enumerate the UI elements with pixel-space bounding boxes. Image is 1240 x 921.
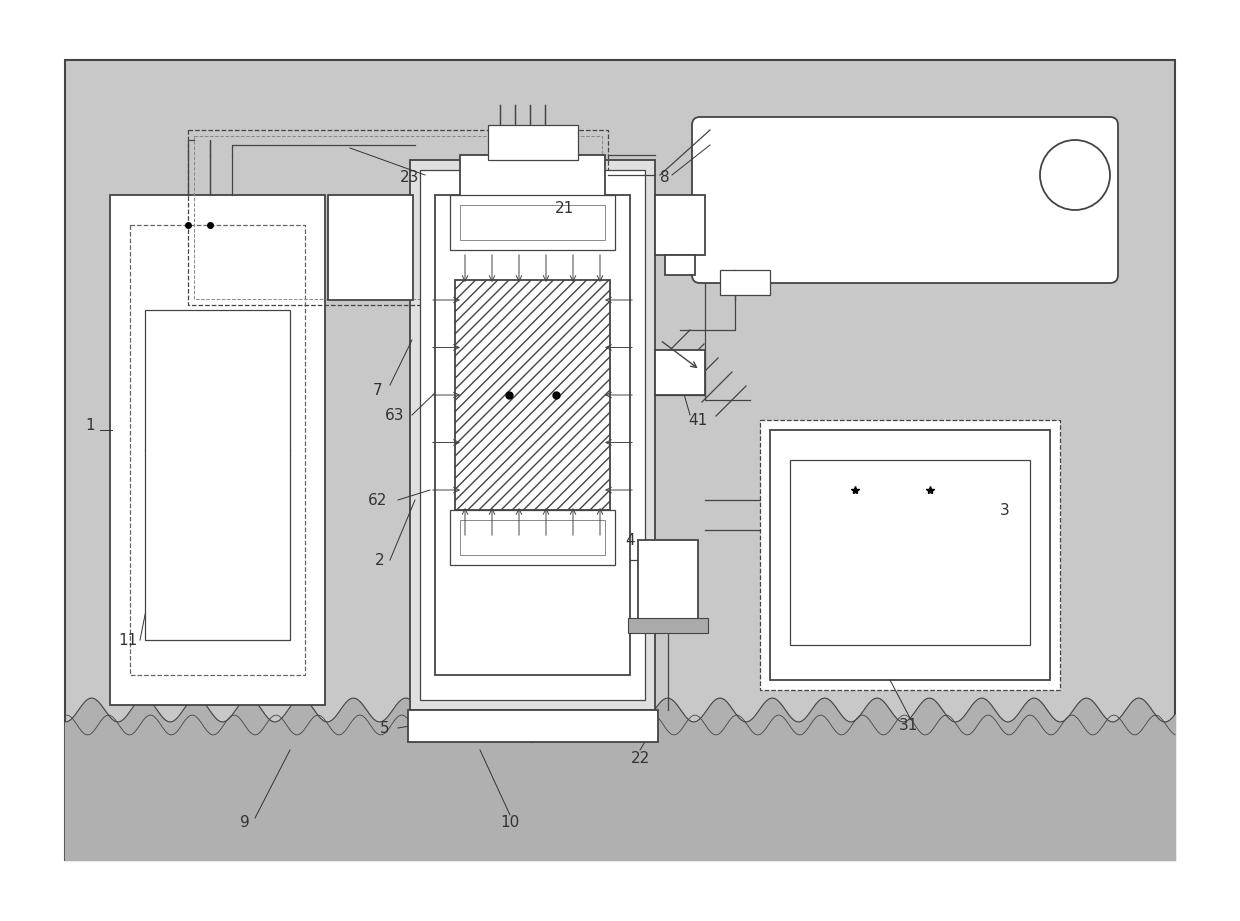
Bar	[435, 195, 630, 675]
Bar	[420, 170, 645, 700]
Bar	[760, 420, 1060, 690]
Text: 31: 31	[898, 717, 918, 732]
Bar	[655, 195, 706, 255]
Bar	[193, 136, 601, 299]
Text: 4: 4	[625, 532, 635, 547]
Bar	[720, 270, 770, 295]
Text: 22: 22	[630, 751, 650, 765]
Text: 9: 9	[241, 814, 250, 830]
Text: 8: 8	[660, 170, 670, 185]
Text: 5: 5	[381, 720, 389, 736]
Bar	[450, 195, 615, 250]
Bar	[639, 540, 698, 620]
Bar	[460, 520, 605, 555]
Bar	[460, 205, 605, 240]
Bar	[655, 350, 706, 395]
Text: 62: 62	[368, 493, 388, 507]
Bar	[627, 618, 708, 633]
Bar	[410, 160, 655, 710]
Text: 3: 3	[1001, 503, 1009, 518]
Bar	[455, 280, 610, 510]
Text: 10: 10	[501, 814, 520, 830]
Text: 23: 23	[401, 170, 419, 185]
Bar	[188, 130, 608, 305]
Text: 2: 2	[376, 553, 384, 567]
Circle shape	[1040, 140, 1110, 210]
Text: 7: 7	[373, 382, 383, 398]
Bar	[790, 460, 1030, 645]
Bar	[145, 310, 290, 640]
Text: 11: 11	[118, 633, 138, 647]
Bar	[408, 710, 658, 742]
Bar	[770, 430, 1050, 680]
Bar	[489, 125, 578, 160]
Bar	[665, 255, 694, 275]
Bar	[329, 195, 413, 300]
Text: 63: 63	[386, 407, 404, 423]
Text: 1: 1	[86, 417, 94, 433]
Text: 41: 41	[688, 413, 708, 427]
FancyBboxPatch shape	[692, 117, 1118, 283]
Bar	[130, 225, 305, 675]
Bar	[110, 195, 325, 705]
Bar	[460, 155, 605, 200]
Text: 21: 21	[556, 201, 574, 216]
Bar	[64, 60, 1176, 860]
Bar	[450, 510, 615, 565]
